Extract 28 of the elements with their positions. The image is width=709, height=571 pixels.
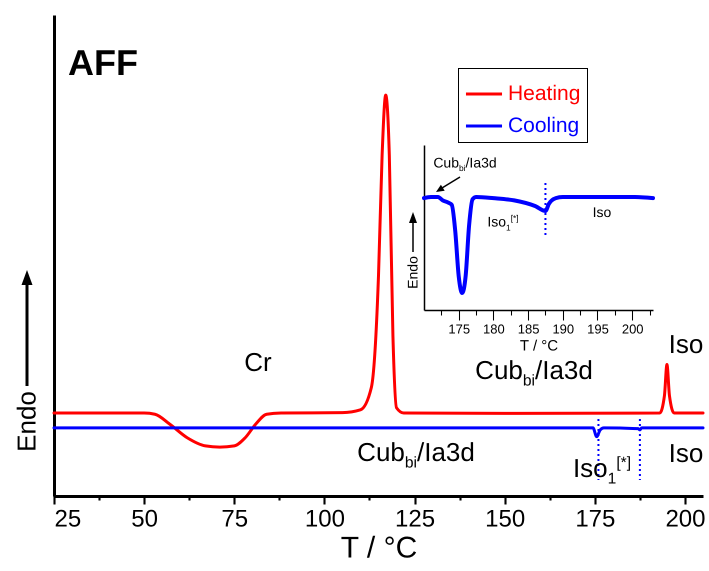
chart-title: AFF [68,42,138,83]
x-axis-title: T / °C [520,338,558,354]
x-tick-label: 200 [665,506,706,532]
x-tick-label: 195 [587,322,609,336]
annotation: Iso [592,204,612,220]
annotation: Iso [668,438,704,468]
annotation: Cub$_{bi}$/Ia3d [433,154,497,174]
x-tick-label: 150 [485,506,526,532]
annotation: Iso [668,329,704,359]
x-tick-label: 175 [448,322,470,336]
legend-label: Heating [508,82,580,105]
x-tick-label: 125 [395,506,436,532]
x-tick-label: 180 [483,322,505,336]
annotation: Cub$_{bi}$/Ia3d [357,437,475,472]
x-tick-label: 200 [622,322,644,336]
annotation: Cr [244,347,272,377]
x-tick-label: 190 [552,322,574,336]
x-axis-title: T / °C [340,532,418,564]
x-tick-label: 100 [304,506,345,532]
x-tick-label: 25 [54,506,82,532]
y-axis-title: Endo [12,391,42,452]
y-axis-title: Endo [404,256,420,289]
x-tick-label: 175 [575,506,616,532]
x-tick-label: 185 [518,322,540,336]
x-tick-label: 50 [131,506,158,532]
legend-label: Cooling [508,114,580,137]
x-tick-label: 75 [221,506,248,532]
annotation: Cub$_{bi}$/Ia3d [475,355,593,390]
